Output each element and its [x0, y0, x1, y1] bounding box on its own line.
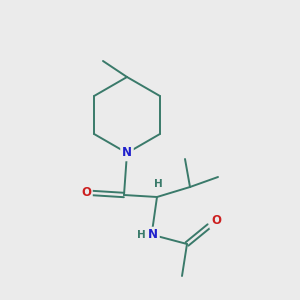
Text: O: O — [211, 214, 221, 227]
Text: N: N — [122, 146, 132, 160]
Text: N: N — [148, 229, 158, 242]
Text: H: H — [154, 179, 162, 189]
Text: H: H — [136, 230, 146, 240]
Text: O: O — [81, 187, 91, 200]
